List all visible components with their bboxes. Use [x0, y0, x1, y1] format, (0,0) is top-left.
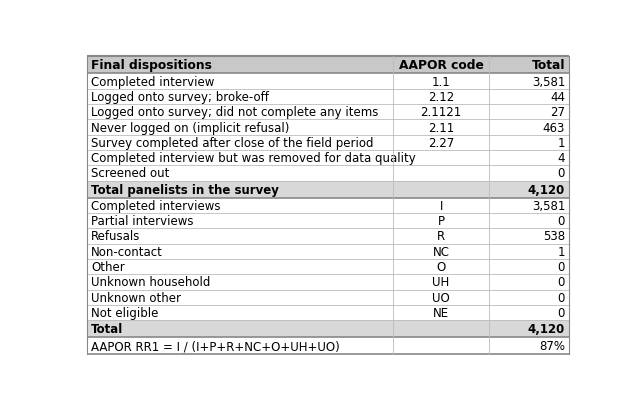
Bar: [88, 90, 568, 105]
Text: 3,581: 3,581: [532, 75, 565, 88]
Text: AAPOR code: AAPOR code: [399, 59, 483, 72]
Text: Non-contact: Non-contact: [91, 245, 163, 258]
Text: 2.11: 2.11: [428, 121, 454, 134]
Bar: [88, 290, 568, 305]
Text: Total panelists in the survey: Total panelists in the survey: [91, 183, 279, 196]
Bar: [88, 229, 568, 244]
Bar: [88, 337, 568, 355]
Bar: [88, 166, 568, 181]
Bar: [88, 135, 568, 151]
Text: Unknown other: Unknown other: [91, 291, 181, 304]
Text: Completed interview: Completed interview: [91, 75, 214, 88]
Text: 463: 463: [543, 121, 565, 134]
Bar: [88, 74, 568, 90]
Bar: [88, 213, 568, 229]
Text: 0: 0: [557, 291, 565, 304]
Text: 3,581: 3,581: [532, 199, 565, 212]
Text: 1.1: 1.1: [432, 75, 451, 88]
Text: UO: UO: [432, 291, 450, 304]
Bar: [88, 320, 568, 337]
Text: 4: 4: [557, 152, 565, 165]
Text: Screened out: Screened out: [91, 167, 170, 180]
Text: Logged onto survey; did not complete any items: Logged onto survey; did not complete any…: [91, 106, 378, 119]
Text: 538: 538: [543, 230, 565, 243]
Bar: [88, 198, 568, 213]
Bar: [88, 244, 568, 259]
Text: 27: 27: [550, 106, 565, 119]
Text: Not eligible: Not eligible: [91, 306, 158, 319]
Text: 0: 0: [557, 276, 565, 289]
Text: Survey completed after close of the field period: Survey completed after close of the fiel…: [91, 137, 373, 150]
Text: 0: 0: [557, 215, 565, 227]
Text: R: R: [437, 230, 445, 243]
Text: Partial interviews: Partial interviews: [91, 215, 193, 227]
Text: 44: 44: [550, 91, 565, 103]
Text: NC: NC: [433, 245, 449, 258]
Text: Never logged on (implicit refusal): Never logged on (implicit refusal): [91, 121, 289, 134]
Text: 2.12: 2.12: [428, 91, 454, 103]
Bar: [88, 57, 568, 74]
Text: 4,120: 4,120: [528, 183, 565, 196]
Text: 1: 1: [557, 137, 565, 150]
Text: Other: Other: [91, 261, 125, 274]
Text: Total: Total: [532, 59, 565, 72]
Bar: [88, 151, 568, 166]
Text: 0: 0: [557, 261, 565, 274]
Text: 2.27: 2.27: [428, 137, 454, 150]
Bar: [88, 274, 568, 290]
Text: 1: 1: [557, 245, 565, 258]
Bar: [88, 120, 568, 135]
Bar: [88, 305, 568, 320]
Text: Unknown household: Unknown household: [91, 276, 211, 289]
Text: Completed interview but was removed for data quality: Completed interview but was removed for …: [91, 152, 415, 165]
Text: AAPOR RR1 = I / (I+P+R+NC+O+UH+UO): AAPOR RR1 = I / (I+P+R+NC+O+UH+UO): [91, 339, 340, 353]
Text: Total: Total: [91, 322, 123, 335]
Bar: [88, 181, 568, 198]
Bar: [88, 105, 568, 120]
Text: 4,120: 4,120: [528, 322, 565, 335]
Text: 2.1121: 2.1121: [420, 106, 461, 119]
Text: O: O: [436, 261, 445, 274]
Text: Refusals: Refusals: [91, 230, 140, 243]
Text: Logged onto survey; broke-off: Logged onto survey; broke-off: [91, 91, 269, 103]
Bar: [88, 259, 568, 274]
Text: 87%: 87%: [539, 339, 565, 353]
Text: UH: UH: [433, 276, 450, 289]
Text: Final dispositions: Final dispositions: [91, 59, 212, 72]
Text: Completed interviews: Completed interviews: [91, 199, 220, 212]
Text: I: I: [440, 199, 443, 212]
Text: 0: 0: [557, 306, 565, 319]
Text: P: P: [438, 215, 445, 227]
Text: 0: 0: [557, 167, 565, 180]
Text: NE: NE: [433, 306, 449, 319]
